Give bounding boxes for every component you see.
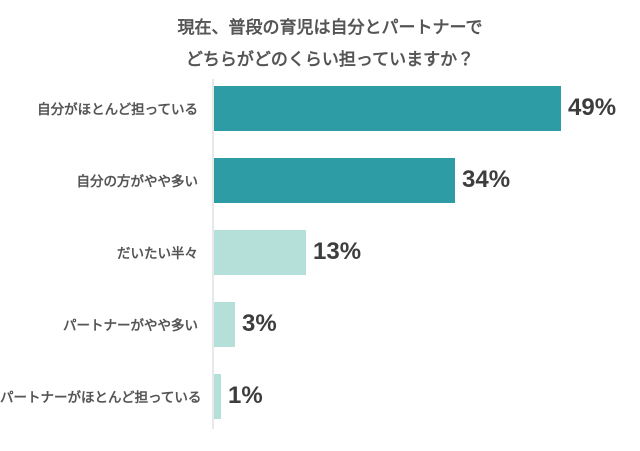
- bar-row: 自分がほとんど担っている 49%: [0, 72, 640, 144]
- bar-cell: 49%: [214, 72, 640, 144]
- value-label: 49%: [568, 94, 617, 121]
- bar: [214, 373, 221, 419]
- bar-cell: 1%: [214, 360, 640, 432]
- category-label: 自分の方がやや多い: [76, 174, 199, 189]
- bar-row: パートナーがほとんど担っている 1%: [0, 360, 640, 432]
- value-label: 3%: [242, 310, 277, 337]
- category-label: パートナーがほとんど担っている: [0, 390, 202, 405]
- value-label: 1%: [228, 382, 263, 409]
- plot-area: 自分がほとんど担っている 49% 自分の方がやや多い 34% だいたい半々 13…: [0, 72, 640, 432]
- category-label: だいたい半々: [117, 246, 198, 261]
- bar: [214, 157, 455, 203]
- chart-title-line-1: 現在、普段の育児は自分とパートナーで: [177, 18, 483, 37]
- bar-cell: 34%: [214, 144, 640, 216]
- bar-cell: 3%: [214, 288, 640, 360]
- value-label: 34%: [462, 166, 511, 193]
- bar: [214, 85, 561, 131]
- bar-row: だいたい半々 13%: [0, 216, 640, 288]
- value-label: 13%: [313, 238, 362, 265]
- chart-title-line-2: どちらがどのくらい担っていますか？: [185, 50, 475, 69]
- bar: [214, 229, 306, 275]
- bar-cell: 13%: [214, 216, 640, 288]
- chart-title: 現在、普段の育児は自分とパートナーで どちらがどのくらい担っていますか？: [0, 12, 640, 76]
- y-axis-line: [212, 79, 214, 429]
- bar-row: パートナーがやや多い 3%: [0, 288, 640, 360]
- bar: [214, 301, 235, 347]
- category-label: パートナーがやや多い: [63, 318, 198, 333]
- category-label: 自分がほとんど担っている: [37, 102, 198, 117]
- bar-row: 自分の方がやや多い 34%: [0, 144, 640, 216]
